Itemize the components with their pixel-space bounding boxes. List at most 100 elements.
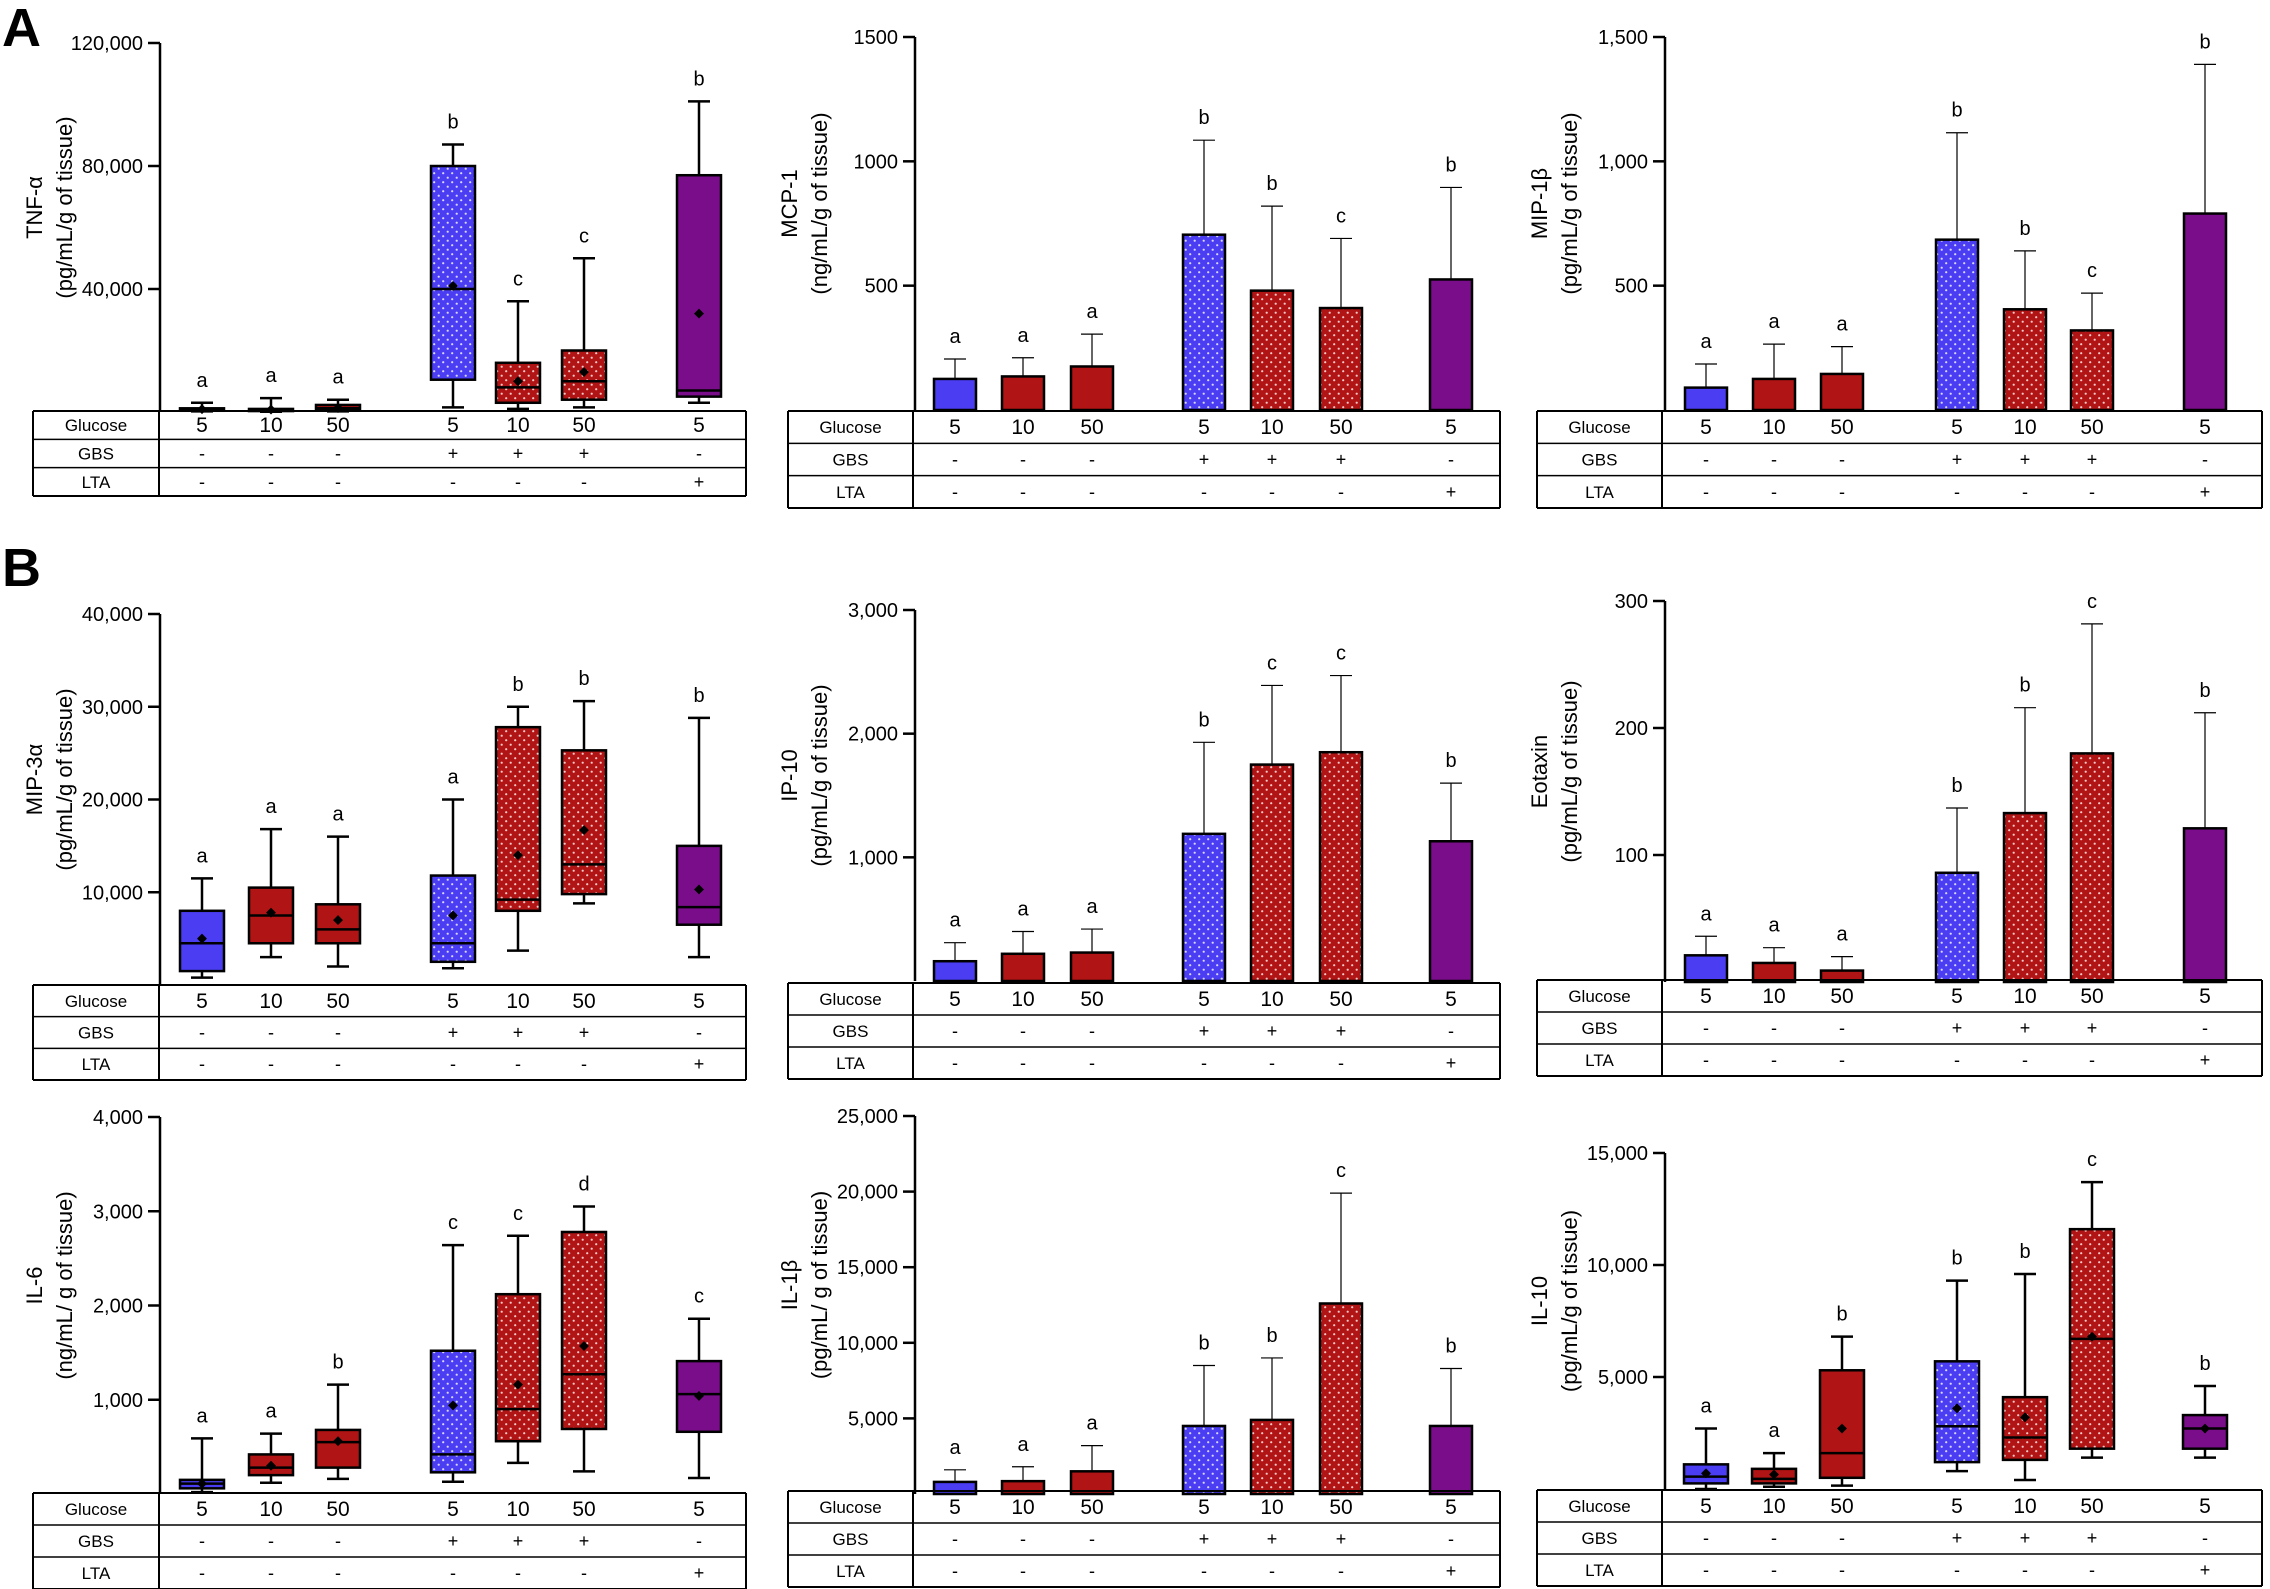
table-cell: -	[1954, 1560, 1960, 1580]
significance-letter: a	[447, 767, 459, 789]
chart-mcp1: 500 1000 1500 MCP-1 (ng/mL/g of tissue) a a a b b…	[777, 27, 1501, 509]
group-5: c	[2068, 1149, 2116, 1459]
table-row-label: GBS	[833, 451, 869, 470]
bar	[2002, 308, 2048, 412]
bar	[2182, 212, 2228, 412]
mean-marker	[1701, 1468, 1711, 1479]
table-cell: 5	[196, 1498, 208, 1521]
significance-letter: b	[1951, 100, 1962, 122]
box	[494, 725, 542, 913]
table-cell: 5	[447, 990, 459, 1013]
table-cell: -	[1020, 1021, 1026, 1041]
y-tick-label: 25,000	[837, 1106, 898, 1128]
bar	[1683, 386, 1729, 412]
y-tick-label: 300	[1615, 591, 1648, 613]
mean-marker	[333, 915, 343, 926]
table-row-label: LTA	[82, 1564, 111, 1583]
table-cell: 10	[1011, 1496, 1034, 1519]
table-cell: 50	[572, 990, 595, 1013]
table-row-label: Glucose	[65, 1500, 127, 1519]
significance-letter: c	[579, 225, 589, 247]
y-tick-label: 2,000	[93, 1296, 143, 1318]
table-cell: -	[1703, 450, 1709, 470]
y-tick-label: 2,000	[848, 724, 898, 746]
bar	[1249, 289, 1295, 412]
table-cell: 5	[2199, 1495, 2211, 1518]
table-cell: -	[515, 1054, 521, 1074]
table-cell: -	[1089, 450, 1095, 470]
significance-letter: a	[949, 326, 961, 348]
table-cell: -	[581, 1054, 587, 1074]
significance-letter: a	[196, 370, 208, 392]
chart-il10: 5,000 10,000 15,000 IL-10 (pg/mL/g of tissue…	[1527, 1143, 2263, 1587]
table-cell: +	[1952, 1018, 1963, 1038]
group-2: a	[1069, 1413, 1115, 1496]
y-axis-label: IL-1β	[777, 1260, 802, 1311]
significance-letter: a	[1768, 1420, 1780, 1442]
y-axis-unit-label: (pg/mL/g of tissue)	[807, 684, 832, 866]
table-cell: 10	[1260, 988, 1283, 1011]
y-tick-label: 100	[1615, 845, 1648, 867]
box	[675, 173, 723, 398]
y-axis-label: TNF-α	[22, 176, 47, 239]
table-cell: 5	[2199, 416, 2211, 439]
y-axis-label: MCP-1	[777, 169, 802, 237]
significance-letter: b	[1198, 1332, 1209, 1354]
table-cell: -	[335, 1531, 341, 1551]
bar	[1751, 961, 1797, 984]
bar	[1249, 763, 1295, 983]
table-cell: 50	[572, 414, 595, 437]
significance-letter: a	[332, 367, 344, 389]
table-row-label: Glucose	[65, 992, 127, 1011]
significance-letter: c	[694, 1286, 704, 1308]
bar	[1428, 840, 1474, 983]
table-cell: 5	[949, 416, 961, 439]
y-tick-label: 4,000	[93, 1107, 143, 1129]
bar	[1683, 954, 1729, 984]
table-cell: +	[1267, 1021, 1278, 1041]
table-cell: -	[1703, 1050, 1709, 1070]
bar	[2002, 811, 2048, 984]
significance-letter: b	[1266, 1325, 1277, 1347]
table-cell: -	[335, 444, 341, 464]
significance-letter: a	[1836, 314, 1848, 336]
y-tick-label: 1500	[854, 27, 899, 49]
table-cell: -	[2022, 482, 2028, 502]
group-0: a	[932, 910, 978, 983]
condition-table: Glucose 5 10 50 5 10 50 5 GBS - - - + + + - LTA - - - - - - +	[32, 984, 747, 1081]
table-cell: -	[199, 1563, 205, 1583]
group-2: b	[1818, 1304, 1866, 1487]
table-cell: +	[1267, 450, 1278, 470]
table-cell: 50	[1830, 985, 1853, 1008]
mean-marker	[694, 308, 704, 319]
table-cell: -	[1338, 482, 1344, 502]
chart-tnf: 40,000 80,000 120,000 TNF-α (pg/mL/g of tiss…	[22, 33, 747, 497]
y-axis-unit-label: (pg/mL/g of tissue)	[1557, 680, 1582, 862]
table-row-label: GBS	[1582, 1019, 1618, 1038]
mean-marker	[333, 1436, 343, 1447]
table-cell: +	[2087, 1018, 2098, 1038]
mean-marker	[1952, 1403, 1962, 1414]
table-cell: 50	[1830, 416, 1853, 439]
chart-il6: 1,000 2,000 3,000 4,000 IL-6 (ng/mL/ g of tis…	[22, 1107, 747, 1589]
y-tick-label: 15,000	[1587, 1143, 1648, 1165]
table-cell: +	[579, 444, 590, 464]
group-3: b	[1934, 775, 1980, 984]
table-cell: -	[199, 472, 205, 492]
table-cell: 5	[196, 414, 208, 437]
significance-letter: b	[2019, 218, 2030, 240]
table-cell: +	[579, 1023, 590, 1043]
table-cell: -	[2202, 1528, 2208, 1548]
significance-letter: c	[448, 1212, 458, 1234]
group-5: c	[2069, 260, 2115, 412]
table-cell: -	[952, 1053, 958, 1073]
table-cell: +	[694, 472, 705, 492]
table-cell: -	[1269, 1053, 1275, 1073]
table-cell: 10	[259, 990, 282, 1013]
table-cell: -	[1020, 1561, 1026, 1581]
table-cell: +	[1336, 1529, 1347, 1549]
table-cell: 5	[1951, 1495, 1963, 1518]
significance-letter: a	[1700, 903, 1712, 925]
table-row-label: LTA	[82, 1055, 111, 1074]
group-5: c	[1318, 643, 1364, 983]
